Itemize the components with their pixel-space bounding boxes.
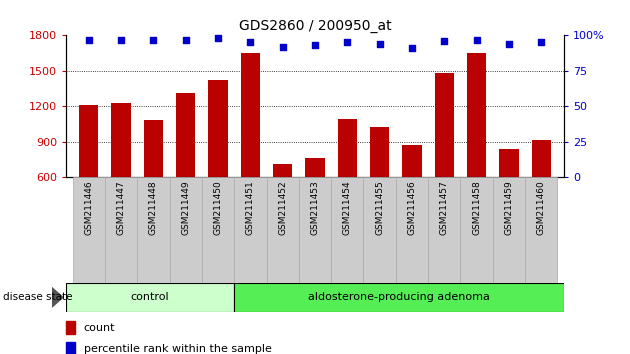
Bar	[461, 177, 493, 283]
Title: GDS2860 / 200950_at: GDS2860 / 200950_at	[239, 19, 391, 33]
Bar	[169, 177, 202, 283]
Point	[84, 37, 94, 42]
Point	[471, 37, 481, 42]
Text: GSM211456: GSM211456	[408, 180, 416, 235]
Point	[116, 37, 126, 42]
Point	[310, 42, 320, 48]
Bar	[338, 119, 357, 248]
Text: GSM211460: GSM211460	[537, 180, 546, 235]
Text: aldosterone-producing adenoma: aldosterone-producing adenoma	[308, 292, 490, 302]
Text: GSM211448: GSM211448	[149, 180, 158, 235]
Bar	[234, 177, 266, 283]
Bar	[105, 177, 137, 283]
Point	[149, 37, 159, 42]
Text: GSM211447: GSM211447	[117, 180, 125, 235]
Point	[439, 38, 449, 44]
Bar	[532, 141, 551, 248]
Text: count: count	[84, 323, 115, 333]
Bar	[306, 158, 324, 248]
Bar	[66, 321, 75, 335]
Bar	[176, 93, 195, 248]
Bar	[435, 73, 454, 248]
Point	[181, 37, 191, 42]
Bar	[364, 177, 396, 283]
Text: GSM211457: GSM211457	[440, 180, 449, 235]
Bar	[370, 127, 389, 248]
Point	[504, 41, 514, 47]
Bar	[331, 177, 364, 283]
Bar	[299, 177, 331, 283]
Bar	[72, 177, 105, 283]
Text: GSM211458: GSM211458	[472, 180, 481, 235]
Point	[245, 40, 255, 45]
Text: percentile rank within the sample: percentile rank within the sample	[84, 344, 272, 354]
Bar	[202, 177, 234, 283]
Point	[342, 40, 352, 45]
Text: disease state: disease state	[3, 292, 72, 302]
Bar	[144, 120, 163, 248]
Point	[375, 41, 385, 47]
Text: GSM211449: GSM211449	[181, 180, 190, 235]
Text: GSM211452: GSM211452	[278, 180, 287, 235]
Polygon shape	[52, 287, 63, 307]
Bar	[273, 164, 292, 248]
Point	[213, 35, 223, 41]
Bar	[493, 177, 525, 283]
Bar	[428, 177, 461, 283]
Bar	[241, 53, 260, 248]
Bar	[79, 105, 98, 248]
Text: GSM211453: GSM211453	[311, 180, 319, 235]
Text: GSM211459: GSM211459	[505, 180, 513, 235]
Point	[407, 45, 417, 51]
Bar	[112, 103, 131, 248]
Bar	[66, 283, 234, 312]
Bar	[525, 177, 558, 283]
Bar	[137, 177, 169, 283]
Bar	[396, 177, 428, 283]
Text: GSM211450: GSM211450	[214, 180, 222, 235]
Point	[536, 40, 546, 45]
Text: GSM211451: GSM211451	[246, 180, 255, 235]
Bar	[467, 53, 486, 248]
Text: control: control	[131, 292, 169, 302]
Text: GSM211454: GSM211454	[343, 180, 352, 235]
Bar	[209, 80, 227, 248]
Bar	[499, 149, 518, 248]
Bar	[66, 342, 75, 354]
Bar	[266, 177, 299, 283]
Point	[278, 44, 288, 50]
Bar	[234, 283, 564, 312]
Text: GSM211446: GSM211446	[84, 180, 93, 235]
Bar	[403, 145, 421, 248]
Text: GSM211455: GSM211455	[375, 180, 384, 235]
